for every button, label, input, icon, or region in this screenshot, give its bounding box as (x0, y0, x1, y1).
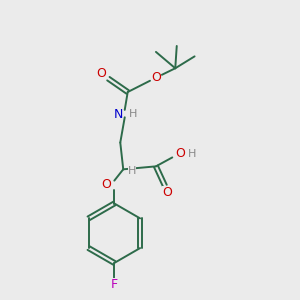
Text: H: H (129, 109, 137, 119)
Text: O: O (152, 71, 161, 84)
Text: O: O (176, 147, 185, 161)
Text: F: F (111, 278, 118, 291)
Text: O: O (101, 178, 111, 191)
Text: O: O (162, 186, 172, 199)
Text: N: N (113, 108, 123, 121)
Text: O: O (96, 67, 106, 80)
Text: H: H (128, 166, 136, 176)
Text: H: H (188, 149, 196, 159)
